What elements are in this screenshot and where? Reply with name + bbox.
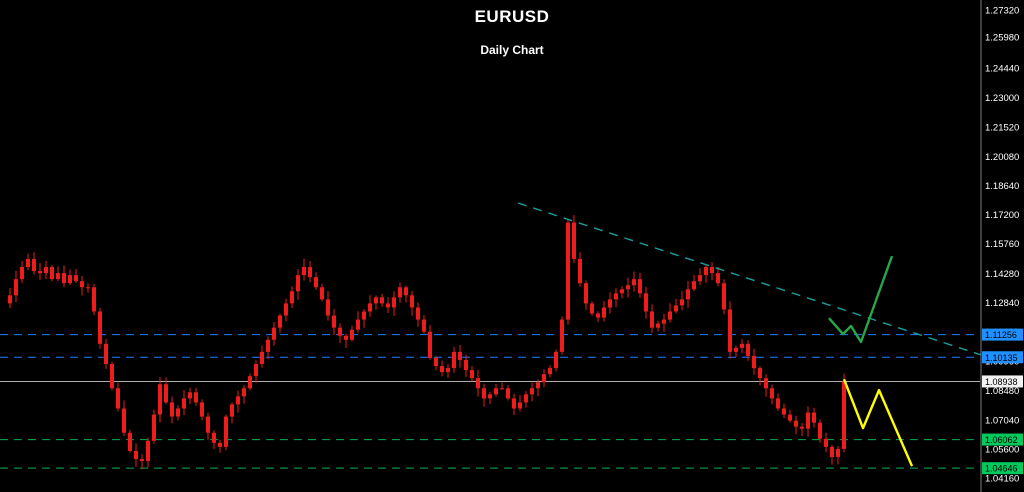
price-tick-label: 1.17200 xyxy=(985,210,1019,221)
price-tick-label: 1.27320 xyxy=(985,6,1019,17)
price-tick-label: 1.21520 xyxy=(985,123,1019,134)
price-tick-label: 1.12840 xyxy=(985,298,1019,309)
price-tag-text: 1.04646 xyxy=(985,464,1018,474)
price-tag-box-1.04646 xyxy=(982,462,1023,475)
price-tag-text: 1.06062 xyxy=(985,435,1018,445)
price-tick-label: 1.04160 xyxy=(985,474,1019,485)
price-tick-label: 1.23000 xyxy=(985,93,1019,104)
chart-symbol-title: EURUSD xyxy=(474,7,550,26)
price-tag-box-1.10135 xyxy=(982,351,1023,364)
price-tick-label: 1.05600 xyxy=(985,444,1019,455)
price-tick-label: 1.25980 xyxy=(985,33,1019,44)
price-tick-label: 1.24440 xyxy=(985,64,1019,75)
bearish-scenario-projection[interactable] xyxy=(842,378,914,467)
price-tag-text: 1.11256 xyxy=(985,330,1017,340)
price-tag-text: 1.08938 xyxy=(985,377,1018,387)
chart-timeframe-subtitle: Daily Chart xyxy=(480,43,544,57)
price-tag-box-1.11256 xyxy=(982,328,1023,341)
price-tick-label: 1.20080 xyxy=(985,152,1019,163)
price-tick-label: 1.14280 xyxy=(985,269,1019,280)
price-tag-box-1.08938 xyxy=(982,375,1023,388)
bullish-scenario-projection[interactable] xyxy=(828,255,894,344)
level-lines-group xyxy=(0,334,980,469)
price-tag-text: 1.10135 xyxy=(985,353,1018,363)
price-tick-label: 1.08480 xyxy=(985,386,1019,397)
price-tag-box-1.06062 xyxy=(982,433,1023,446)
price-tick-label: 1.07040 xyxy=(985,415,1019,426)
price-tick-label: 1.15760 xyxy=(985,239,1019,250)
candles-group xyxy=(8,215,846,470)
axis-background xyxy=(981,0,1024,492)
price-label-boxes: 1.11256 1.10135 1.08938 1.06062 1.04646 xyxy=(982,328,1023,475)
descending-trendline[interactable] xyxy=(517,202,989,358)
price-tick-label: 1.18640 xyxy=(985,181,1019,192)
